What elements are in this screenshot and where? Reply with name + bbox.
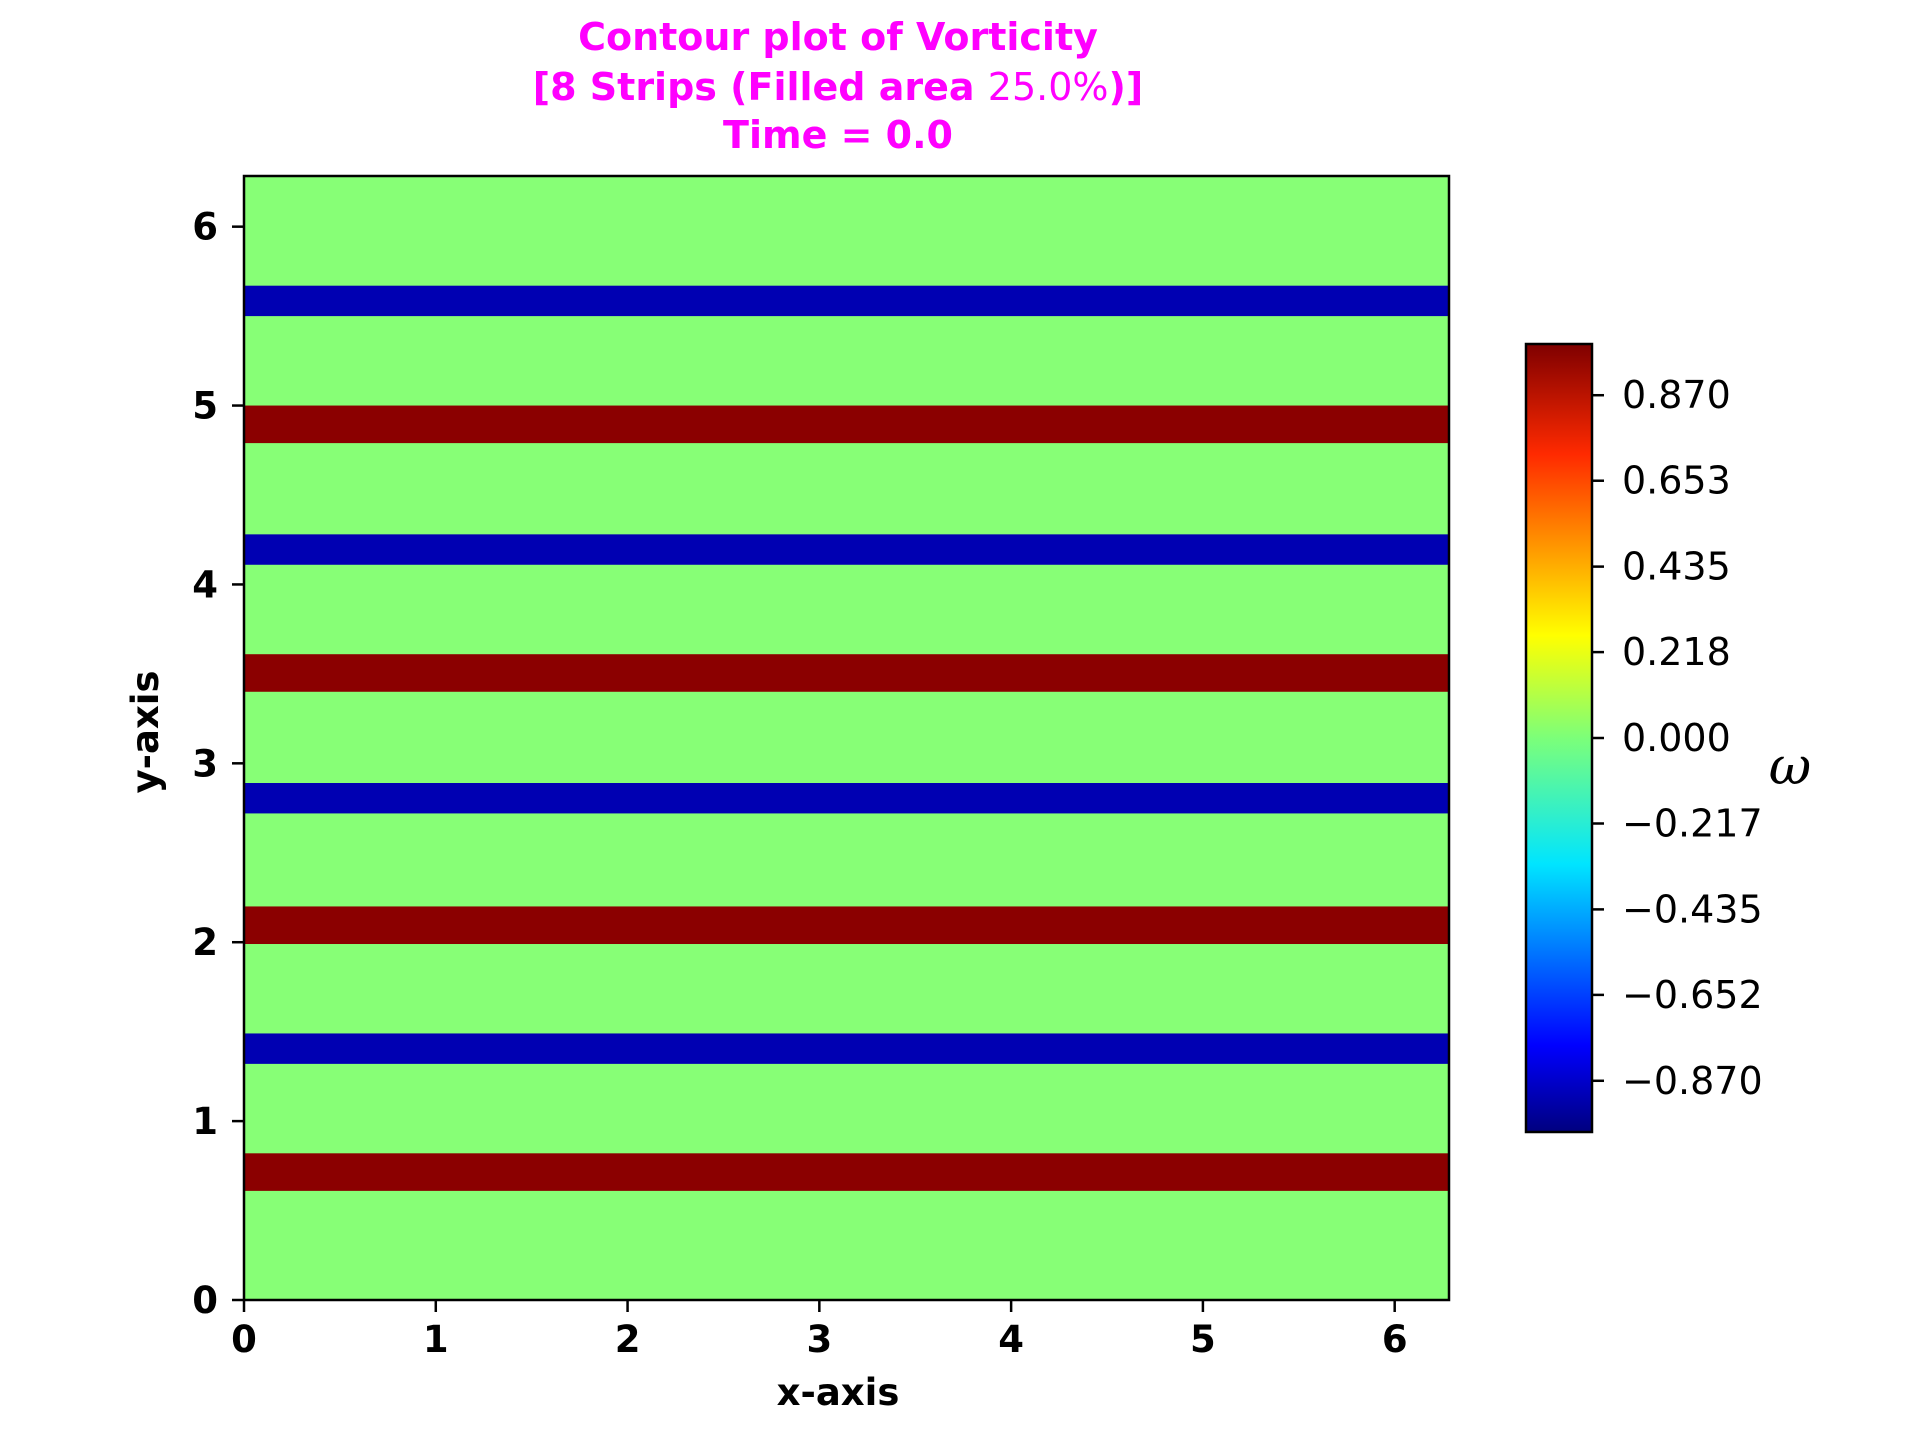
y-axis-label: y-axis — [124, 670, 167, 793]
y-tick-label: 6 — [192, 206, 218, 249]
colorbar-tick-label: 0.218 — [1622, 630, 1731, 674]
y-tick-label: 4 — [192, 563, 218, 606]
x-tick-label: 1 — [423, 1318, 449, 1361]
x-tick-label: 0 — [231, 1318, 257, 1361]
colorbar-gradient — [1526, 344, 1592, 1132]
x-axis-label: x-axis — [777, 1371, 900, 1414]
colorbar-tick-label: −0.652 — [1622, 973, 1763, 1017]
title-line-2-end: )] — [1109, 65, 1144, 109]
y-tick-label: 0 — [192, 1279, 218, 1322]
colorbar: 0.870 0.653 0.435 0.218 0.000 −0.217 −0.435 −0.… — [1524, 342, 1763, 1134]
x-tick-label: 4 — [998, 1318, 1024, 1361]
chart-title: Contour plot of Vorticity [8 Strips (Fil… — [533, 15, 1143, 157]
title-line-1: Contour plot of Vorticity — [578, 15, 1098, 59]
positive-vorticity-strip-7 — [244, 405, 1449, 444]
title-line-2-percent: 25.0% — [988, 65, 1109, 109]
positive-vorticity-strip-3 — [244, 906, 1449, 945]
y-tick-label: 3 — [192, 742, 218, 785]
title-line-3: Time = 0.0 — [723, 113, 953, 157]
title-line-2: [8 Strips (Filled area 25.0%)] — [533, 65, 1143, 109]
plot-frame — [242, 174, 1451, 1302]
x-tick-label: 2 — [615, 1318, 641, 1361]
y-tick-label: 5 — [192, 385, 218, 428]
positive-vorticity-strip-1 — [244, 1153, 1449, 1191]
colorbar-tick-label: −0.217 — [1622, 801, 1763, 845]
negative-vorticity-strip-2 — [244, 1033, 1449, 1064]
plot-area — [242, 174, 1451, 1302]
x-tick-label: 6 — [1382, 1318, 1408, 1361]
colorbar-tick-label: 0.435 — [1622, 545, 1731, 589]
title-line-2-start: [8 Strips (Filled area — [533, 65, 988, 109]
colorbar-tick-label: −0.870 — [1622, 1059, 1763, 1103]
colorbar-tick-label: 0.653 — [1622, 459, 1731, 503]
y-axis-ticks: 0 1 2 3 4 5 6 — [192, 206, 244, 1322]
negative-vorticity-strip-4 — [244, 783, 1449, 814]
y-tick-label: 2 — [192, 921, 218, 964]
negative-vorticity-strip-8 — [244, 285, 1449, 317]
plot-background — [244, 176, 1449, 1300]
positive-vorticity-strip-5 — [244, 654, 1449, 692]
x-axis-ticks: 0 1 2 3 4 5 6 — [231, 1300, 1408, 1361]
colorbar-tick-label: −0.435 — [1622, 887, 1763, 931]
x-tick-label: 3 — [806, 1318, 832, 1361]
negative-vorticity-strip-6 — [244, 534, 1449, 565]
y-tick-label: 1 — [192, 1100, 218, 1143]
colorbar-tick-label: 0.000 — [1622, 716, 1731, 760]
x-tick-label: 5 — [1190, 1318, 1216, 1361]
colorbar-label: ω — [1769, 737, 1811, 797]
colorbar-tick-label: 0.870 — [1622, 373, 1731, 417]
